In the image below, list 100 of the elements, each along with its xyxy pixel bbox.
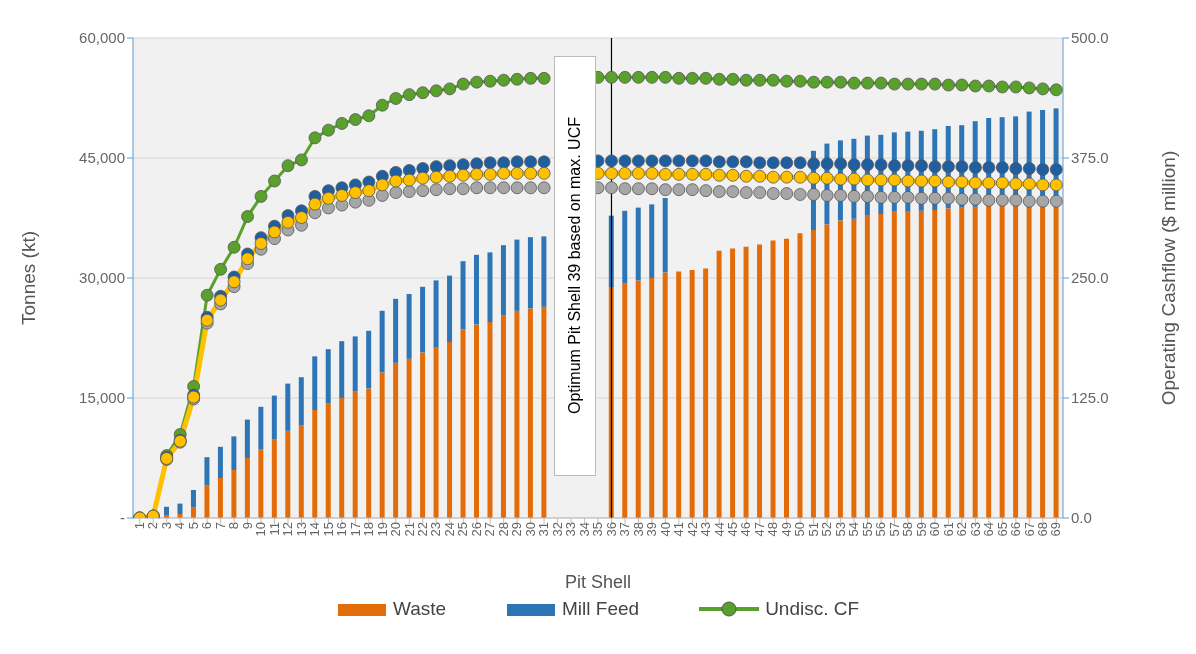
bar bbox=[810, 230, 816, 518]
bar bbox=[824, 224, 830, 518]
x-tick-label: 27 bbox=[482, 522, 498, 537]
x-tick-label: 68 bbox=[1035, 522, 1051, 537]
bar bbox=[649, 278, 655, 518]
x-tick-label: 58 bbox=[900, 522, 916, 537]
x-tick-label: 51 bbox=[805, 522, 821, 537]
x-tick-label: 8 bbox=[226, 522, 242, 530]
bar bbox=[716, 250, 722, 518]
bar bbox=[204, 457, 210, 486]
x-tick-label: 14 bbox=[307, 522, 323, 537]
bar bbox=[447, 275, 453, 342]
bar bbox=[433, 280, 439, 348]
bar bbox=[339, 341, 345, 398]
bar bbox=[190, 490, 196, 508]
x-tick-label: 66 bbox=[1008, 522, 1024, 537]
bar bbox=[420, 352, 426, 518]
bar bbox=[770, 240, 776, 518]
x-tick-label: 10 bbox=[253, 522, 269, 537]
bar bbox=[298, 377, 304, 426]
x-tick-label: 4 bbox=[172, 522, 188, 530]
y-tick-label: 30,000 bbox=[79, 269, 125, 287]
x-tick-label: 41 bbox=[671, 522, 687, 537]
bar bbox=[527, 308, 533, 518]
x-tick-label: 28 bbox=[495, 522, 511, 537]
x-tick-label: 15 bbox=[320, 522, 336, 537]
bar bbox=[527, 237, 533, 309]
text-box: Optimum Pit Shell 39 based on max. UCF bbox=[554, 56, 597, 476]
legend-label: Waste bbox=[392, 598, 447, 620]
bar bbox=[514, 310, 520, 518]
bar bbox=[352, 391, 358, 518]
x-tick-label: 38 bbox=[630, 522, 646, 537]
bar bbox=[662, 272, 668, 518]
bar bbox=[622, 210, 628, 284]
x-tick-label: 50 bbox=[792, 522, 808, 537]
x-tick-label: 49 bbox=[778, 522, 794, 537]
bar bbox=[474, 324, 479, 518]
legend-label: Mill Feed bbox=[562, 598, 640, 620]
x-tick-label: 59 bbox=[913, 522, 929, 537]
bar bbox=[541, 236, 547, 307]
bar bbox=[622, 283, 628, 518]
bar bbox=[689, 270, 695, 518]
x-tick-label: 5 bbox=[185, 522, 201, 530]
bar bbox=[204, 485, 210, 518]
y2-tick-label: 500.0 bbox=[1071, 29, 1109, 47]
bar bbox=[325, 349, 331, 404]
x-tick-label: 57 bbox=[886, 522, 902, 537]
y2-tick-label: 0.0 bbox=[1071, 509, 1092, 527]
y-tick-label: 15,000 bbox=[79, 389, 125, 407]
bar bbox=[244, 458, 250, 518]
x-tick-label: 40 bbox=[657, 522, 673, 537]
bar bbox=[271, 395, 277, 440]
x-tick-label: 65 bbox=[994, 522, 1010, 537]
x-tick-label: 46 bbox=[738, 522, 754, 537]
y-tick-label: 45,000 bbox=[79, 149, 125, 167]
x-tick-label: 30 bbox=[522, 522, 538, 537]
y-tick-label: 60,000 bbox=[79, 29, 125, 47]
bar bbox=[258, 449, 264, 518]
bar bbox=[379, 310, 385, 373]
y2-tick-label: 375.0 bbox=[1071, 149, 1109, 167]
bar bbox=[393, 298, 399, 363]
x-tick-label: 16 bbox=[334, 522, 350, 537]
x-axis-title: Pit Shell bbox=[564, 572, 632, 592]
bar bbox=[730, 248, 736, 518]
bar bbox=[406, 294, 412, 359]
y-tick-label: - bbox=[120, 509, 125, 527]
x-tick-label: 11 bbox=[266, 522, 282, 536]
x-tick-label: 37 bbox=[617, 522, 633, 537]
x-tick-label: 3 bbox=[158, 522, 174, 530]
x-tick-label: 26 bbox=[468, 522, 484, 537]
bar bbox=[285, 383, 291, 431]
bar bbox=[217, 478, 223, 518]
x-tick-label: 54 bbox=[846, 522, 862, 537]
x-tick-label: 24 bbox=[441, 522, 457, 537]
bar bbox=[945, 208, 951, 518]
bar bbox=[878, 214, 884, 518]
x-tick-label: 35 bbox=[590, 522, 606, 537]
x-tick-label: 56 bbox=[873, 522, 889, 537]
bar bbox=[891, 211, 897, 518]
ref-line-label: Optimum Pit Shell 39 based on max. UCF bbox=[566, 117, 585, 415]
bar bbox=[932, 210, 938, 518]
bar bbox=[743, 246, 749, 518]
x-tick-label: 23 bbox=[428, 522, 444, 537]
bar bbox=[298, 425, 304, 518]
x-tick-label: 33 bbox=[563, 522, 579, 537]
bar bbox=[676, 271, 682, 518]
x-tick-label: 32 bbox=[549, 522, 565, 537]
x-tick-label: 29 bbox=[509, 522, 525, 537]
x-tick-label: 44 bbox=[711, 522, 727, 537]
bar bbox=[406, 358, 412, 518]
bar bbox=[851, 218, 857, 518]
bar bbox=[837, 220, 843, 518]
bar bbox=[258, 406, 264, 450]
bar bbox=[433, 347, 439, 518]
bar bbox=[905, 211, 911, 518]
y2-tick-label: 125.0 bbox=[1071, 389, 1109, 407]
x-tick-label: 9 bbox=[239, 522, 255, 530]
bar bbox=[285, 430, 291, 518]
x-tick-label: 48 bbox=[765, 522, 781, 537]
x-tick-label: 19 bbox=[374, 522, 390, 537]
